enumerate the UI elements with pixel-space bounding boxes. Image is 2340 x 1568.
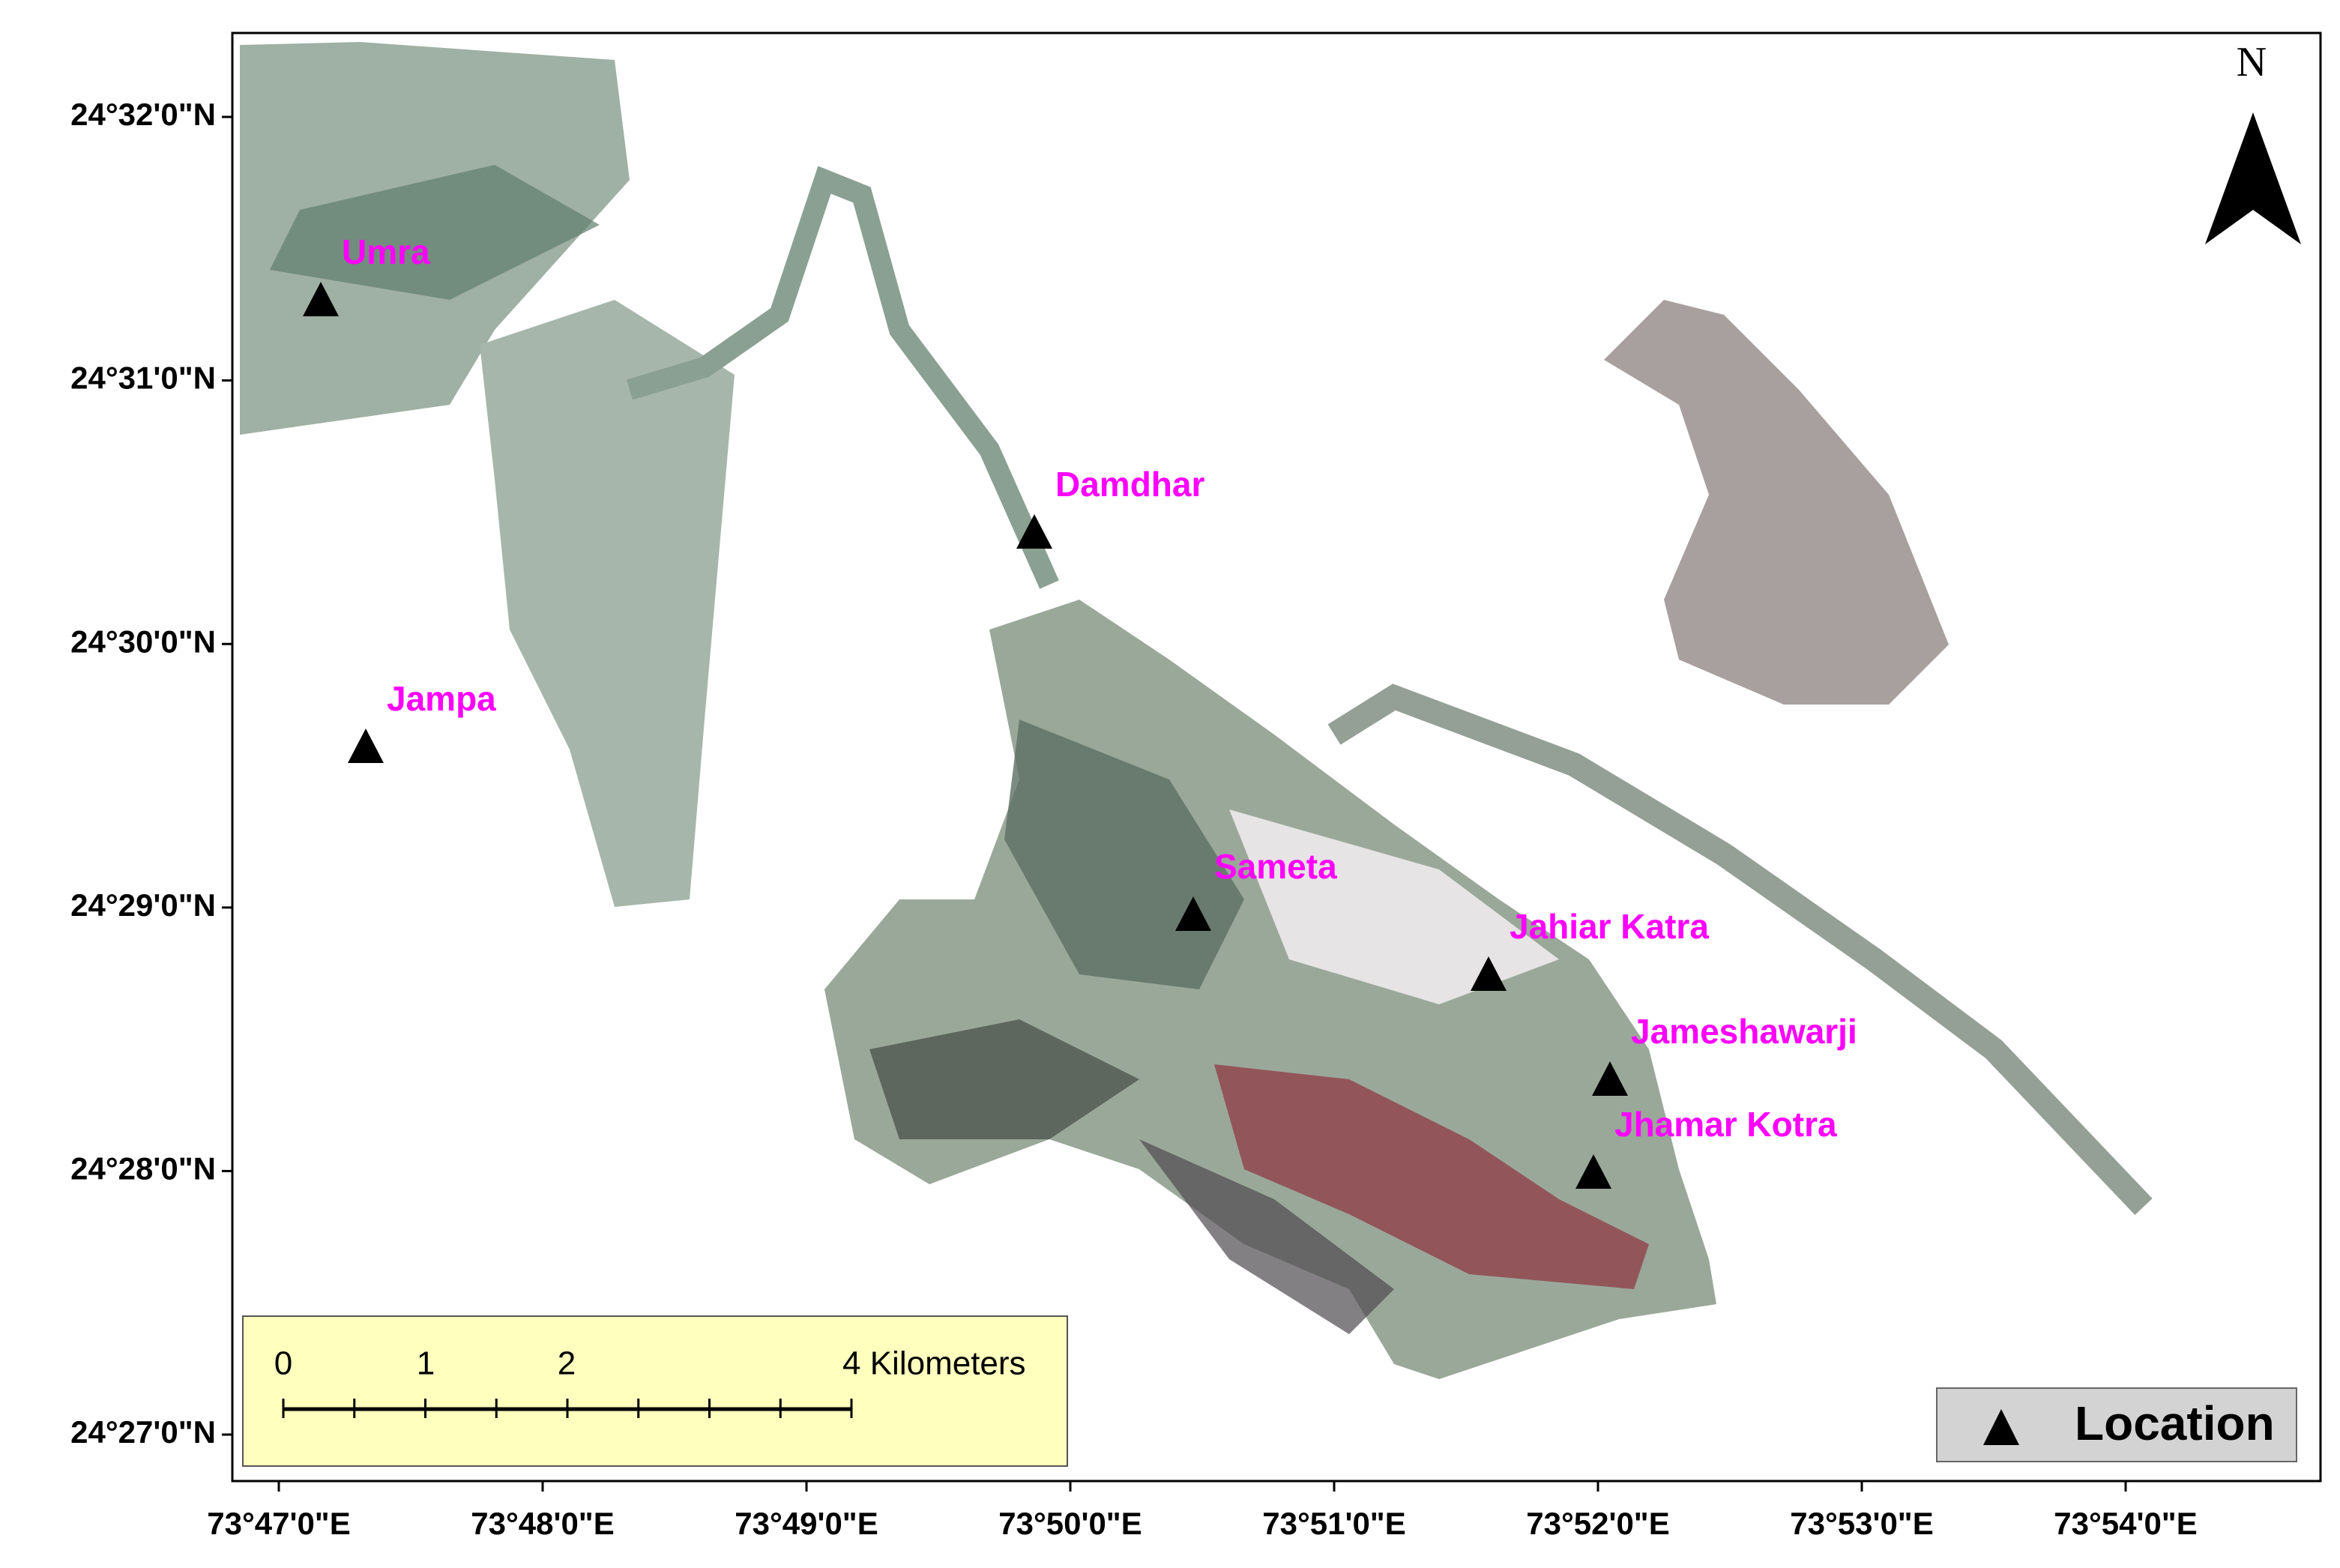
- location-marker: [1471, 956, 1507, 991]
- lon-label: 73°51'0"E: [1262, 1506, 1406, 1541]
- legend-symbol: [1983, 1409, 2019, 1445]
- location-marker: [1016, 514, 1052, 549]
- map-frame: [231, 31, 2322, 1483]
- north-arrow: [2205, 112, 2301, 244]
- lon-label: 73°53'0"E: [1790, 1506, 1934, 1541]
- lon-label: 73°48'0"E: [471, 1506, 615, 1541]
- north-label: N: [2237, 39, 2267, 85]
- location-label: Jahiar Katra: [1510, 907, 1709, 946]
- scale-label: 4 Kilometers: [842, 1345, 1026, 1382]
- location-marker: [1592, 1061, 1628, 1096]
- location-label: Jampa: [387, 679, 496, 718]
- terrain: [1229, 809, 1559, 1004]
- lat-label: 24°29'0"N: [70, 887, 216, 923]
- scale-label: 1: [417, 1345, 435, 1382]
- lat-label: 24°32'0"N: [70, 97, 216, 132]
- lat-label: 24°27'0"N: [70, 1414, 216, 1450]
- terrain: [270, 165, 600, 300]
- location-label: Sameta: [1214, 847, 1337, 886]
- lat-label: 24°28'0"N: [70, 1151, 216, 1186]
- river: [1327, 684, 2153, 1216]
- river: [626, 166, 1059, 589]
- lon-label: 73°50'0"E: [998, 1506, 1142, 1541]
- lon-label: 73°49'0"E: [735, 1506, 878, 1541]
- legend-label: Location: [2075, 1396, 2275, 1450]
- location-marker: [348, 729, 384, 763]
- lat-label: 24°31'0"N: [70, 361, 216, 396]
- lon-label: 73°52'0"E: [1526, 1506, 1670, 1541]
- lon-label: 73°54'0"E: [2054, 1506, 2198, 1541]
- location-label: Jhamar Kotra: [1614, 1105, 1837, 1144]
- location-marker: [1175, 896, 1211, 931]
- location-label: Jameshawarji: [1631, 1012, 1857, 1051]
- terrain: [1604, 300, 1949, 705]
- location-label: Damdhar: [1055, 465, 1204, 504]
- location-marker: [1575, 1154, 1611, 1189]
- terrain: [869, 1019, 1139, 1139]
- terrain: [1139, 1139, 1394, 1334]
- scale-label: 2: [558, 1345, 576, 1382]
- location-marker: [303, 282, 339, 316]
- scale-label: 0: [274, 1345, 292, 1382]
- terrain: [1214, 1064, 1649, 1289]
- imagery: [240, 42, 2153, 1379]
- lat-label: 24°30'0"N: [70, 624, 216, 659]
- lon-label: 73°47'0"E: [207, 1506, 351, 1541]
- location-label: Umra: [342, 232, 430, 271]
- scale-bar-box: [242, 1315, 1068, 1467]
- terrain: [480, 300, 735, 907]
